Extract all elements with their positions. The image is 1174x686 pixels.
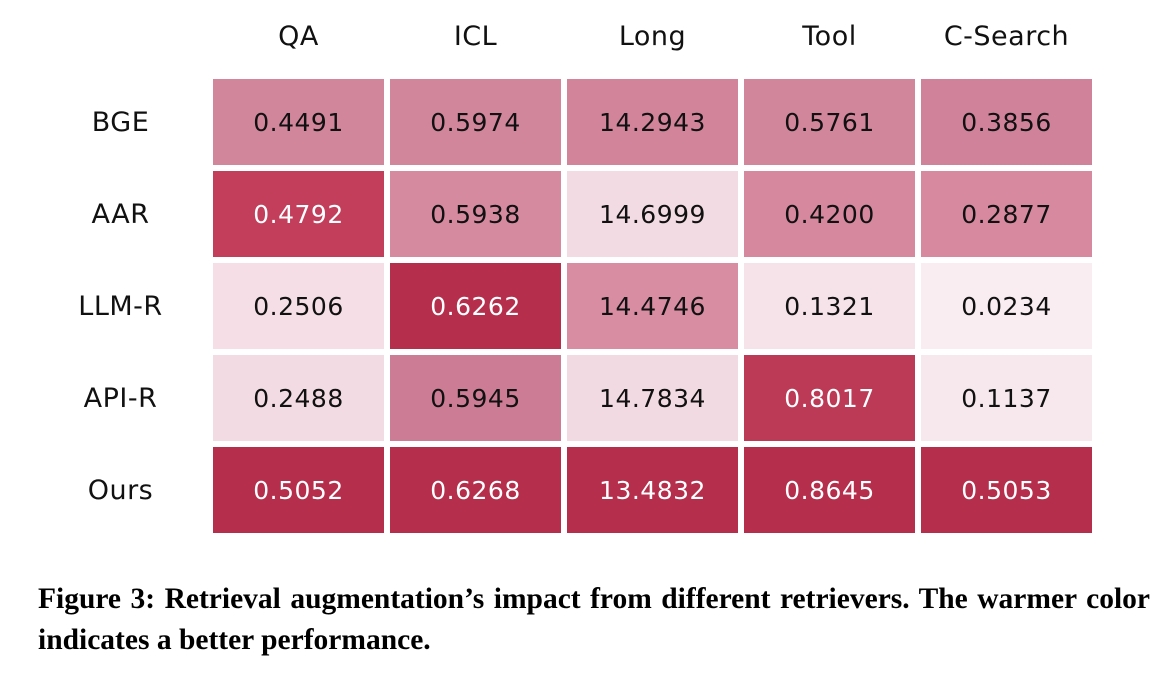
heatmap-cell: 0.8645	[744, 447, 915, 533]
heatmap-cell: 0.2506	[213, 263, 384, 349]
heatmap-cell: 0.0234	[921, 263, 1092, 349]
heatmap-cell: 0.5938	[390, 171, 561, 257]
heatmap-cell: 0.5974	[390, 79, 561, 165]
heatmap-cell: 14.2943	[567, 79, 738, 165]
figure-caption: Figure 3: Retrieval augmentation’s impac…	[38, 583, 1150, 656]
heatmap-cell: 0.5761	[744, 79, 915, 165]
column-header-icl: ICL	[453, 21, 498, 52]
heatmap-cell: 0.4200	[744, 171, 915, 257]
heatmap-cell: 0.2488	[213, 355, 384, 441]
heatmap-cell: 0.6268	[390, 447, 561, 533]
row-label-ours: Ours	[87, 474, 154, 506]
heatmap-cell: 0.5945	[390, 355, 561, 441]
row-label-bge: BGE	[91, 106, 150, 138]
heatmap-cell: 0.8017	[744, 355, 915, 441]
row-label-llm-r: LLM-R	[78, 290, 163, 322]
column-header-long: Long	[618, 21, 687, 52]
heatmap-cell: 13.4832	[567, 447, 738, 533]
column-header-qa: QA	[278, 21, 319, 52]
heatmap-cell: 0.1137	[921, 355, 1092, 441]
heatmap-cell: 0.4792	[213, 171, 384, 257]
heatmap-cell: 14.7834	[567, 355, 738, 441]
row-label-api-r: API-R	[83, 382, 158, 414]
heatmap-cell: 0.6262	[390, 263, 561, 349]
heatmap-cell: 0.5052	[213, 447, 384, 533]
row-label-aar: AAR	[91, 198, 150, 230]
heatmap-cell: 14.6999	[567, 171, 738, 257]
heatmap-cell: 14.4746	[567, 263, 738, 349]
column-header-c-search: C-Search	[943, 21, 1070, 52]
heatmap-cell: 0.4491	[213, 79, 384, 165]
corner-spacer	[0, 0, 207, 73]
heatmap-cell: 0.1321	[744, 263, 915, 349]
heatmap-cell: 0.5053	[921, 447, 1092, 533]
heatmap-grid: QA ICL Long Tool C-Search BGE 0.4491 0.5974 14.2…	[0, 0, 1092, 533]
heatmap-cell: 0.3856	[921, 79, 1092, 165]
heatmap-cell: 0.2877	[921, 171, 1092, 257]
column-header-tool: Tool	[802, 21, 857, 52]
